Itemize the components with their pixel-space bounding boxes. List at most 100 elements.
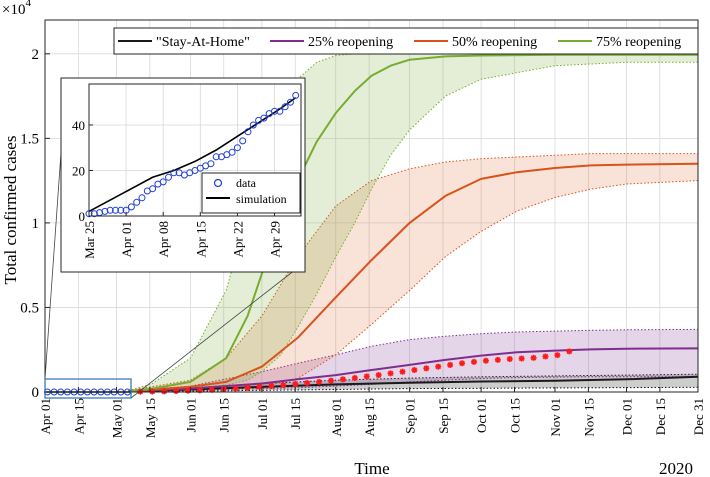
x-tick-label: Nov 15: [581, 398, 596, 437]
inset-data-point: [149, 185, 157, 193]
line-series-3: [128, 53, 698, 393]
y-tick-label: 1: [32, 216, 40, 232]
year-label: 2020: [659, 459, 693, 477]
observed-point: [280, 382, 287, 389]
observed-point: [375, 372, 382, 379]
observed-point: [447, 361, 454, 368]
inset-data-point: [233, 144, 241, 152]
inset-data-point: [212, 153, 220, 161]
inset-y-ticks: 0 20 40: [72, 118, 93, 224]
observed-point: [161, 388, 168, 395]
x-tick-label: Aug 01: [329, 398, 344, 437]
inset-y-tick-label: 0: [79, 209, 86, 224]
observed-point: [256, 383, 263, 390]
observed-point: [292, 381, 299, 388]
inset-simulation-line: [88, 97, 297, 213]
y-multiplier: ×104: [2, 0, 31, 18]
x-tick-label: Sep 01: [403, 398, 418, 434]
inset-data-point: [286, 98, 294, 106]
inset-data-markers: [85, 91, 300, 218]
inset-x-tick-label: Apr 29: [268, 221, 283, 257]
series-lines: [128, 53, 699, 393]
observed-point: [411, 367, 418, 374]
y-tick-label: 1.5: [20, 131, 39, 147]
legend: "Stay-At-Home" 25% reopening 50% reopening…: [113, 27, 699, 55]
x-tick-label: May 01: [109, 398, 124, 438]
band-upper-series-2: [128, 153, 698, 392]
inset-data-point: [138, 194, 146, 202]
inset-data-point: [90, 210, 98, 218]
observed-point: [363, 373, 370, 380]
observed-point: [506, 356, 513, 363]
line-series-0: [128, 375, 699, 393]
zoom-connector-right: [130, 265, 301, 399]
observed-point: [268, 383, 275, 390]
observed-point: [208, 386, 215, 393]
inset-legend-label-0: data: [236, 176, 257, 190]
x-tick-label: Aug 15: [362, 398, 377, 437]
band-lower-series-1: [128, 376, 698, 392]
x-tick-label: Jun 15: [217, 398, 232, 432]
x-tick-label: Oct 15: [507, 398, 522, 433]
y-axis-title: Total confirmed cases: [1, 136, 20, 285]
x-axis-title: Time: [354, 459, 389, 477]
observed-point: [399, 368, 406, 375]
band-series-1: [128, 329, 698, 392]
inset-plot-frame: [88, 83, 302, 217]
observed-point: [459, 360, 466, 367]
x-axis-ticks: Apr 01 Apr 15 May 01 May 15 Jun 01 Jun 15 Jul …: [38, 387, 706, 438]
observed-point: [149, 388, 156, 395]
inset-data-point: [228, 148, 236, 156]
line-series-1: [128, 347, 699, 393]
x-tick-label: Dec 15: [653, 398, 668, 435]
plot-frame: [44, 19, 699, 393]
y-axis-ticks: 0 0.5 1 1.5 2: [20, 47, 50, 401]
x-tick-label: Dec 01: [620, 398, 635, 435]
legend-label-2: 50% reopening: [452, 35, 537, 50]
inset-data-point: [292, 91, 300, 99]
inset-x-tick-label: Apr 22: [230, 221, 245, 257]
x-tick-label: May 15: [143, 398, 158, 438]
inset-data-point: [170, 169, 178, 177]
x-tick-label: Dec 31: [691, 398, 706, 435]
observed-point: [173, 387, 180, 394]
inset-data-point: [281, 103, 289, 111]
band-upper-series-3: [128, 52, 698, 392]
inset-x-ticks: Mar 25 Apr 01 Apr 08 Apr 15 Apr 22 Apr 29: [82, 212, 283, 259]
inset-chart: Mar 25 Apr 01 Apr 08 Apr 15 Apr 22 Apr 29 0 20…: [60, 77, 306, 273]
observed-point: [304, 380, 311, 387]
legend-label-0: "Stay-At-Home": [156, 35, 250, 50]
inset-data-point: [159, 178, 167, 186]
legend-label-3: 75% reopening: [596, 35, 681, 50]
y-tick-label: 2: [32, 47, 40, 63]
observed-point: [339, 376, 346, 383]
inset-data-point: [112, 206, 119, 214]
inset-data-point: [117, 206, 125, 214]
inset-data-point: [106, 206, 114, 214]
legend-box: [113, 27, 699, 55]
observed-point: [387, 370, 394, 377]
observed-point: [423, 365, 430, 372]
inset-legend: data simulation: [201, 172, 301, 214]
observed-point: [435, 363, 442, 370]
x-tick-label: Nov 01: [548, 398, 563, 437]
observed-point: [542, 353, 549, 360]
x-tick-label: Apr 15: [71, 398, 86, 434]
band-series-2: [128, 153, 698, 392]
inset-data-point: [101, 207, 109, 215]
inset-x-tick-label: Apr 01: [119, 221, 134, 257]
inset-y-tick-label: 40: [72, 118, 85, 133]
observed-point: [232, 385, 239, 392]
observed-point: [316, 378, 323, 385]
inset-data-point: [271, 107, 278, 115]
inset-legend-label-1: simulation: [236, 192, 287, 206]
inset-data-point: [244, 128, 252, 136]
x-tick-label: Jun 01: [183, 398, 198, 432]
observed-point: [566, 348, 573, 355]
inset-x-tick-label: Mar 25: [82, 221, 97, 259]
observed-point: [470, 358, 477, 365]
y-tick-label: 0.5: [20, 300, 39, 316]
zoom-region-box: [44, 378, 132, 399]
inset-x-tick-label: Apr 15: [193, 221, 208, 257]
